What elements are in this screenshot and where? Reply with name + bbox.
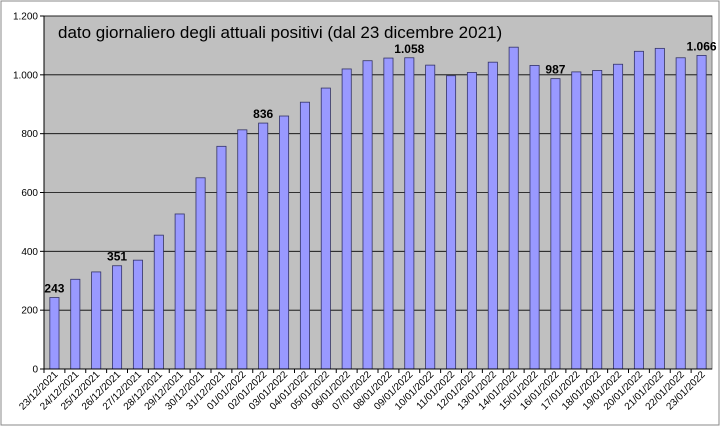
- bar: [362, 60, 373, 370]
- value-label: 1.066: [687, 39, 717, 53]
- bar: [487, 61, 498, 370]
- bar: [70, 278, 81, 370]
- bar: [174, 213, 185, 370]
- y-tick-label: 200: [21, 306, 38, 317]
- y-tick-label: 600: [21, 188, 38, 199]
- bar: [195, 177, 206, 370]
- y-tick-label: 400: [21, 247, 38, 258]
- bar: [466, 72, 477, 370]
- bar: [425, 64, 436, 370]
- y-tick-label: 800: [21, 129, 38, 140]
- bar: [613, 63, 624, 370]
- value-label: 1.058: [394, 42, 424, 56]
- bar: [508, 46, 519, 370]
- bar: [654, 47, 665, 370]
- bar: [49, 297, 60, 370]
- bar: [529, 65, 540, 370]
- bar: [550, 78, 561, 370]
- y-tick-label: 1.200: [13, 12, 38, 23]
- bar: [216, 145, 227, 370]
- bar: [299, 101, 310, 370]
- bar: [341, 68, 352, 370]
- bar: [571, 71, 582, 370]
- bar: [112, 265, 123, 370]
- bar: [91, 271, 102, 370]
- value-label: 987: [545, 63, 565, 77]
- y-tick-label: 1.000: [13, 70, 38, 81]
- bar: [404, 57, 415, 370]
- bar: [675, 57, 686, 370]
- bar: [153, 234, 164, 370]
- bar: [132, 259, 143, 370]
- bar: [383, 57, 394, 370]
- value-label: 351: [107, 250, 127, 264]
- bar: [446, 75, 457, 370]
- chart-title: dato giornaliero degli attuali positivi …: [58, 23, 502, 42]
- value-label: 836: [253, 107, 273, 121]
- bar: [258, 122, 269, 370]
- bar: [279, 115, 290, 370]
- bar: [237, 129, 248, 370]
- bar: [320, 87, 331, 370]
- bar: [633, 50, 644, 370]
- value-label: 243: [44, 282, 64, 296]
- bar: [696, 55, 707, 370]
- y-tick-label: 0: [32, 365, 38, 376]
- bar: [592, 70, 603, 370]
